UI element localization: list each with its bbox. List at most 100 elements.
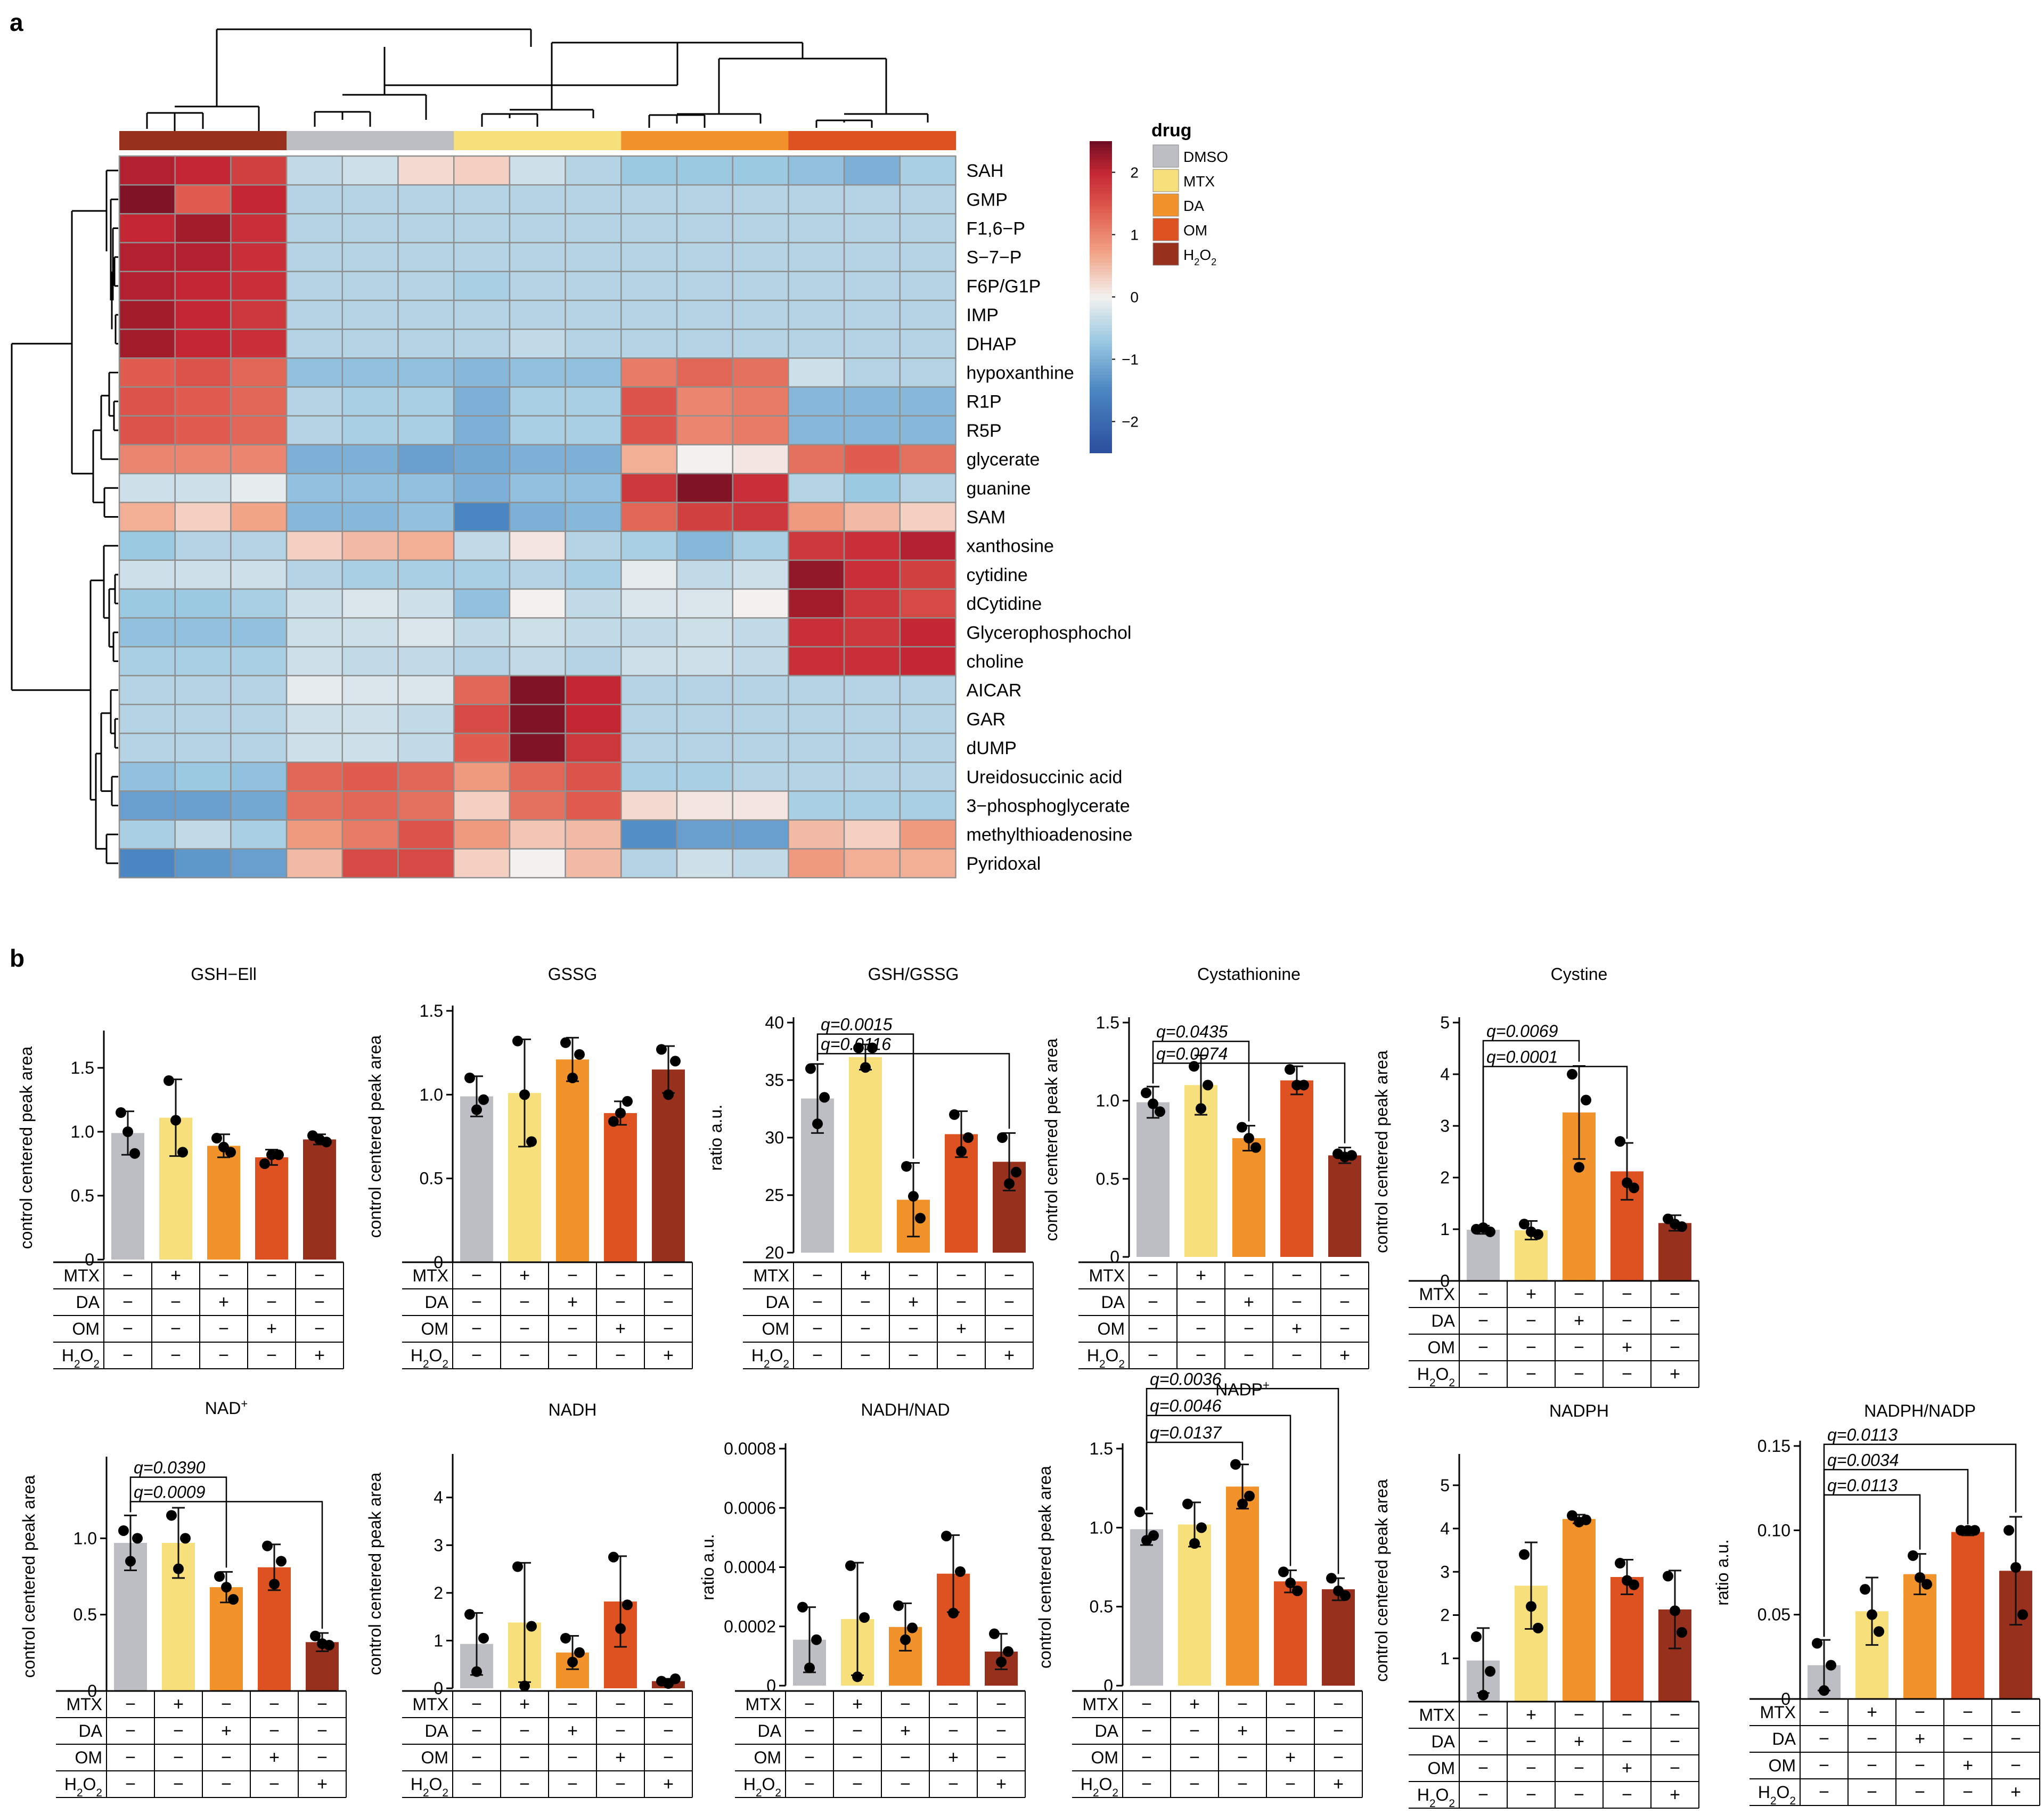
heatmap-cell <box>118 299 176 330</box>
data-point <box>1196 1103 1206 1114</box>
data-point <box>622 1599 633 1611</box>
heatmap-cell <box>230 559 288 590</box>
heatmap-cell <box>620 271 678 301</box>
treatment-symbol: − <box>1574 1284 1584 1304</box>
heatmap-cell <box>788 617 845 648</box>
treatment-symbol: − <box>956 1265 967 1286</box>
chart-title: Cystathionine <box>1197 965 1301 984</box>
data-point <box>615 1107 626 1118</box>
colorbar-segment <box>1090 287 1112 291</box>
bar-DMSO <box>1137 1102 1170 1257</box>
heatmap-cell <box>788 559 845 590</box>
heatmap-cell <box>565 184 622 215</box>
heatmap-cell <box>732 357 789 388</box>
colorbar-segment <box>1090 241 1112 245</box>
treatment-symbol: − <box>1574 1758 1584 1778</box>
treatment-symbol: − <box>1915 1755 1925 1776</box>
treatment-symbol: − <box>812 1319 823 1339</box>
heatmap-cell <box>843 357 901 388</box>
colorbar-segment <box>1090 219 1112 223</box>
y-tick-label: 0.0002 <box>724 1617 776 1636</box>
colorbar-segment <box>1090 263 1112 266</box>
treatment-symbol: − <box>996 1747 1007 1768</box>
heatmap-cell <box>732 848 789 879</box>
heatmap-cell <box>341 761 399 792</box>
data-point <box>166 1510 177 1521</box>
heatmap-cell <box>509 646 566 676</box>
treatment-row-label: H2O2 <box>1081 1775 1118 1799</box>
heatmap-cell <box>509 761 566 792</box>
heatmap-cell <box>118 617 176 648</box>
treatment-symbol: − <box>1004 1319 1015 1339</box>
y-tick-label: 0.0008 <box>724 1439 776 1458</box>
treatment-symbol: + <box>1189 1694 1200 1714</box>
treatment-symbol: − <box>1526 1337 1536 1358</box>
heatmap-cell <box>620 184 678 215</box>
heatmap-cell <box>565 848 622 879</box>
heatmap-cell <box>118 819 176 850</box>
treatment-symbol: − <box>900 1747 911 1768</box>
data-point <box>908 1191 919 1202</box>
heatmap-cell <box>174 588 232 619</box>
colorbar-segment <box>1090 337 1112 341</box>
column-annotation-DA <box>732 131 789 150</box>
heatmap-cell <box>843 559 901 590</box>
data-point <box>173 1563 184 1574</box>
treatment-symbol: − <box>269 1694 280 1714</box>
treatment-symbol: − <box>567 1694 578 1714</box>
heatmap-cell <box>118 502 176 532</box>
treatment-symbol: + <box>860 1265 871 1286</box>
bar-DA <box>207 1146 240 1260</box>
heatmap-cell <box>899 328 956 359</box>
treatment-row-label: DA <box>1432 1311 1456 1330</box>
heatmap-cell <box>676 732 733 763</box>
heatmap-cell <box>453 472 511 503</box>
heatmap-cell <box>732 242 789 273</box>
colorbar-segment <box>1090 275 1112 279</box>
heatmap-cell <box>732 386 789 417</box>
legend-swatch-H2O2 <box>1152 242 1179 266</box>
treatment-symbol: − <box>1196 1292 1206 1312</box>
heatmap-cell <box>509 704 566 734</box>
data-point <box>1908 1550 1918 1561</box>
data-point <box>471 1666 482 1677</box>
treatment-symbol: − <box>1622 1705 1632 1725</box>
colorbar-segment <box>1090 365 1112 370</box>
heatmap-cell <box>509 530 566 561</box>
treatment-symbol: − <box>125 1694 136 1714</box>
colorbar-segment <box>1090 238 1112 242</box>
y-axis-label: ratio a.u. <box>698 1534 717 1600</box>
heatmap-cell <box>174 646 232 676</box>
data-point <box>464 1072 475 1083</box>
heatmap-cell <box>341 213 399 243</box>
data-point <box>1237 1122 1247 1133</box>
bar-DA <box>556 1059 589 1262</box>
row-label: Glycerophosphochol <box>967 623 1132 643</box>
heatmap-cell <box>230 617 288 648</box>
data-point <box>526 1621 537 1632</box>
treatment-symbol: − <box>1291 1292 1302 1312</box>
treatment-symbol: − <box>471 1292 482 1312</box>
colorbar-segment <box>1090 253 1112 257</box>
chart-title: NADH <box>549 1400 597 1419</box>
y-tick-label: 1.0 <box>1090 1518 1113 1537</box>
heatmap-cell <box>843 184 901 215</box>
heatmap-cell <box>843 299 901 330</box>
treatment-symbol: − <box>125 1774 136 1794</box>
heatmap-cell <box>174 242 232 273</box>
comparison-bracket <box>129 1501 323 1629</box>
treatment-symbol: − <box>221 1747 232 1768</box>
treatment-symbol: − <box>567 1265 578 1286</box>
colorbar-segment <box>1090 340 1112 345</box>
heatmap-cell <box>174 761 232 792</box>
treatment-symbol: + <box>1244 1292 1254 1312</box>
y-tick-label: 5 <box>1440 1476 1450 1495</box>
data-point <box>1244 1491 1255 1501</box>
y-tick-label: 0.5 <box>1090 1597 1113 1616</box>
colorbar-segment <box>1090 200 1112 204</box>
heatmap-cell <box>285 415 344 446</box>
heatmap-cell <box>230 242 288 273</box>
treatment-symbol: − <box>1141 1747 1152 1768</box>
colorbar-segment <box>1090 309 1112 313</box>
